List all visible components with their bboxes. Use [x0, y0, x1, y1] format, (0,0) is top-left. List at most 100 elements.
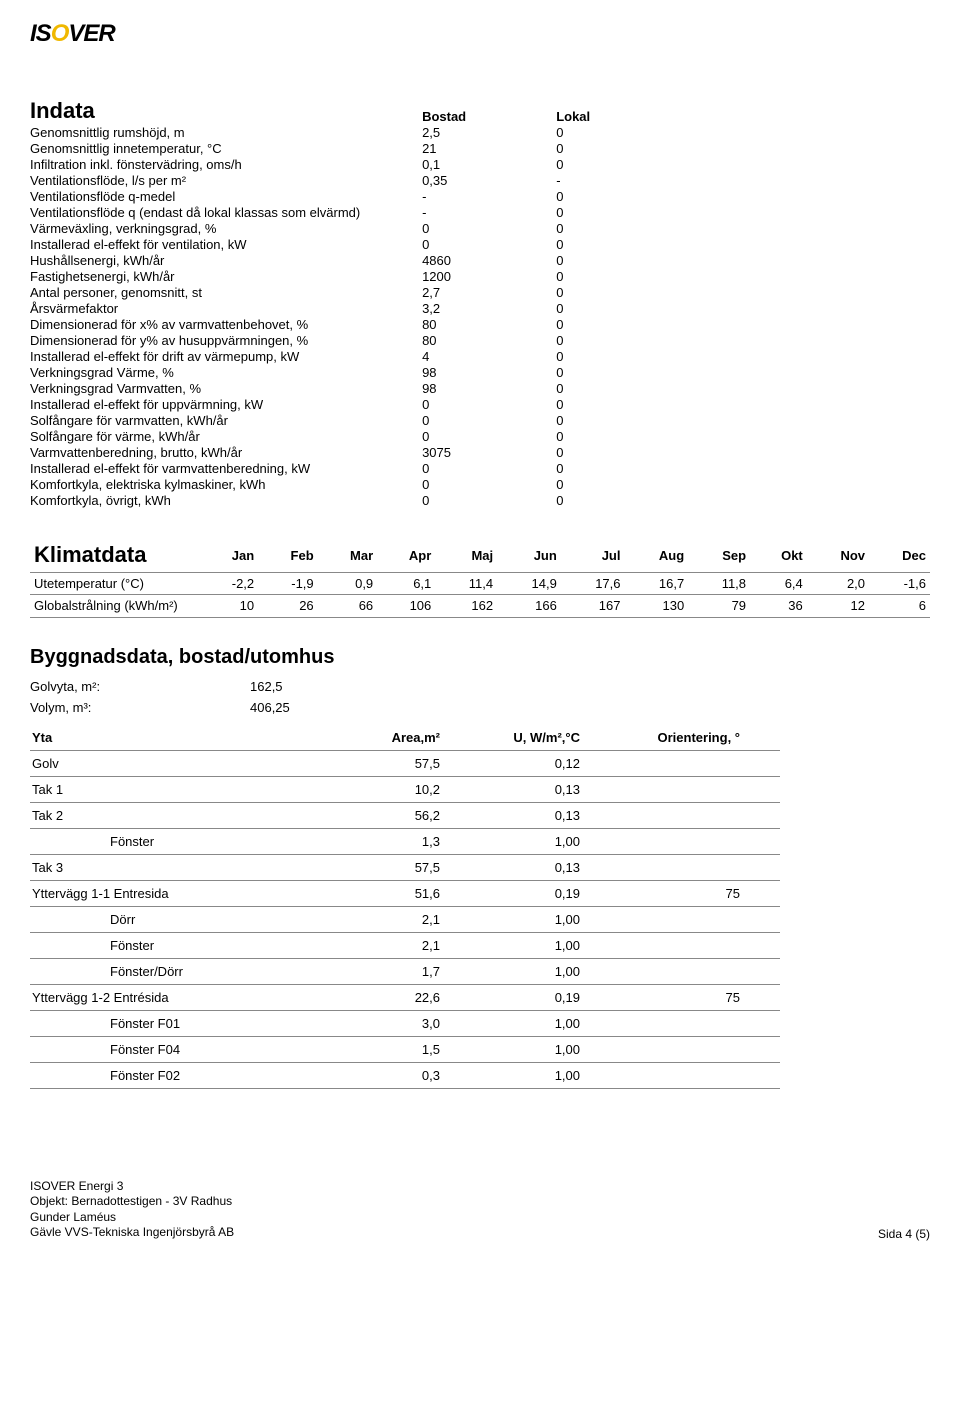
footer-line4: Gävle VVS-Tekniska Ingenjörsbyrå AB — [30, 1225, 234, 1241]
yta-u: 1,00 — [500, 932, 640, 958]
yta-orient — [640, 802, 780, 828]
indata-val1: 2,5 — [422, 125, 556, 141]
indata-val1: 3075 — [422, 445, 556, 461]
klimat-cell: 16,7 — [625, 572, 689, 594]
klimat-month: Jan — [200, 539, 258, 571]
klimat-row: Globalstrålning (kWh/m²)1026661061621661… — [30, 595, 930, 617]
klimat-cell: 106 — [377, 595, 435, 617]
yta-u: 1,00 — [500, 1036, 640, 1062]
indata-row: Ventilationsflöde q-medel-0 — [30, 189, 680, 205]
indata-label: Installerad el-effekt för ventilation, k… — [30, 237, 422, 253]
indata-label: Dimensionerad för x% av varmvattenbehove… — [30, 317, 422, 333]
klimat-month: Nov — [807, 539, 869, 571]
footer: ISOVER Energi 3 Objekt: Bernadottestigen… — [30, 1179, 930, 1241]
yta-orient — [640, 958, 780, 984]
indata-val2: 0 — [556, 221, 680, 237]
indata-val2: 0 — [556, 461, 680, 477]
indata-label: Solfångare för värme, kWh/år — [30, 429, 422, 445]
indata-row: Genomsnittlig rumshöjd, m2,50 — [30, 125, 680, 141]
klimat-cell: 167 — [561, 595, 625, 617]
indata-val2: 0 — [556, 493, 680, 509]
yta-orient — [640, 854, 780, 880]
indata-val1: 80 — [422, 333, 556, 349]
indata-row: Varmvattenberedning, brutto, kWh/år30750 — [30, 445, 680, 461]
indata-val1: 0 — [422, 429, 556, 445]
klimat-cell: 10 — [200, 595, 258, 617]
indata-val2: 0 — [556, 157, 680, 173]
yta-area: 1,3 — [380, 828, 500, 854]
klimat-cell: 17,6 — [561, 572, 625, 594]
indata-val1: 3,2 — [422, 301, 556, 317]
yta-label: Fönster F04 — [30, 1036, 380, 1062]
indata-row: Installerad el-effekt för ventilation, k… — [30, 237, 680, 253]
indata-label: Antal personer, genomsnitt, st — [30, 285, 422, 301]
indata-val1: 4 — [422, 349, 556, 365]
yta-u: 0,12 — [500, 750, 640, 776]
klimat-month: Jul — [561, 539, 625, 571]
yta-u: 0,13 — [500, 854, 640, 880]
yta-u: 0,19 — [500, 880, 640, 906]
klimat-cell: 0,9 — [318, 572, 378, 594]
yta-label: Golv — [30, 750, 380, 776]
yta-label: Tak 1 — [30, 776, 380, 802]
golvyta-label: Golvyta, m²: — [30, 679, 250, 694]
yta-orient — [640, 906, 780, 932]
indata-label: Verkningsgrad Värme, % — [30, 365, 422, 381]
indata-val2: 0 — [556, 381, 680, 397]
klimat-month: Aug — [625, 539, 689, 571]
indata-col1-header: Bostad — [422, 98, 556, 125]
indata-table: Indata Bostad Lokal Genomsnittlig rumshö… — [30, 98, 680, 509]
volym-value: 406,25 — [250, 700, 290, 715]
indata-val1: 1200 — [422, 269, 556, 285]
indata-row: Komfortkyla, elektriska kylmaskiner, kWh… — [30, 477, 680, 493]
klimat-cell: 6,1 — [377, 572, 435, 594]
klimat-cell: -1,9 — [258, 572, 318, 594]
klimat-cell: 66 — [318, 595, 378, 617]
klimat-cell: 11,4 — [435, 572, 497, 594]
indata-val2: 0 — [556, 253, 680, 269]
indata-val1: 0 — [422, 461, 556, 477]
yta-orient — [640, 1010, 780, 1036]
footer-line2: Objekt: Bernadottestigen - 3V Radhus — [30, 1194, 234, 1210]
yta-label: Fönster F02 — [30, 1062, 380, 1088]
indata-val2: 0 — [556, 477, 680, 493]
yta-orient — [640, 750, 780, 776]
footer-line3: Gunder Laméus — [30, 1210, 234, 1226]
klimat-cell: 2,0 — [807, 572, 869, 594]
footer-page: Sida 4 (5) — [878, 1227, 930, 1241]
yta-row: Fönster F041,51,00 — [30, 1036, 780, 1062]
indata-row: Dimensionerad för y% av husuppvärmningen… — [30, 333, 680, 349]
indata-label: Genomsnittlig rumshöjd, m — [30, 125, 422, 141]
indata-row: Solfångare för varmvatten, kWh/år00 — [30, 413, 680, 429]
indata-val1: 0,35 — [422, 173, 556, 189]
yta-orient: 75 — [640, 984, 780, 1010]
indata-label: Installerad el-effekt för varmvattenbere… — [30, 461, 422, 477]
indata-val2: 0 — [556, 205, 680, 221]
indata-row: Installerad el-effekt för uppvärmning, k… — [30, 397, 680, 413]
yta-row: Fönster F020,31,00 — [30, 1062, 780, 1088]
indata-val1: - — [422, 205, 556, 221]
yta-u: 1,00 — [500, 958, 640, 984]
yta-area: 1,5 — [380, 1036, 500, 1062]
indata-row: Antal personer, genomsnitt, st2,70 — [30, 285, 680, 301]
volym-label: Volym, m³: — [30, 700, 250, 715]
klimat-table: KlimatdataJanFebMarAprMajJunJulAugSepOkt… — [30, 539, 930, 618]
yta-row: Tak 110,20,13 — [30, 776, 780, 802]
yta-label: Yttervägg 1-2 Entrésida — [30, 984, 380, 1010]
klimat-month: Okt — [750, 539, 807, 571]
indata-val1: 21 — [422, 141, 556, 157]
klimat-cell: 162 — [435, 595, 497, 617]
logo-pre: IS — [30, 20, 51, 47]
indata-val1: 2,7 — [422, 285, 556, 301]
indata-val1: 0 — [422, 413, 556, 429]
klimat-month: Maj — [435, 539, 497, 571]
klimat-month: Feb — [258, 539, 318, 571]
yta-row: Fönster2,11,00 — [30, 932, 780, 958]
yta-orient — [640, 932, 780, 958]
klimat-cell: 6 — [869, 595, 930, 617]
indata-val1: 0,1 — [422, 157, 556, 173]
yta-row: Fönster1,31,00 — [30, 828, 780, 854]
indata-val2: 0 — [556, 189, 680, 205]
indata-val1: 98 — [422, 365, 556, 381]
yta-area: 57,5 — [380, 750, 500, 776]
